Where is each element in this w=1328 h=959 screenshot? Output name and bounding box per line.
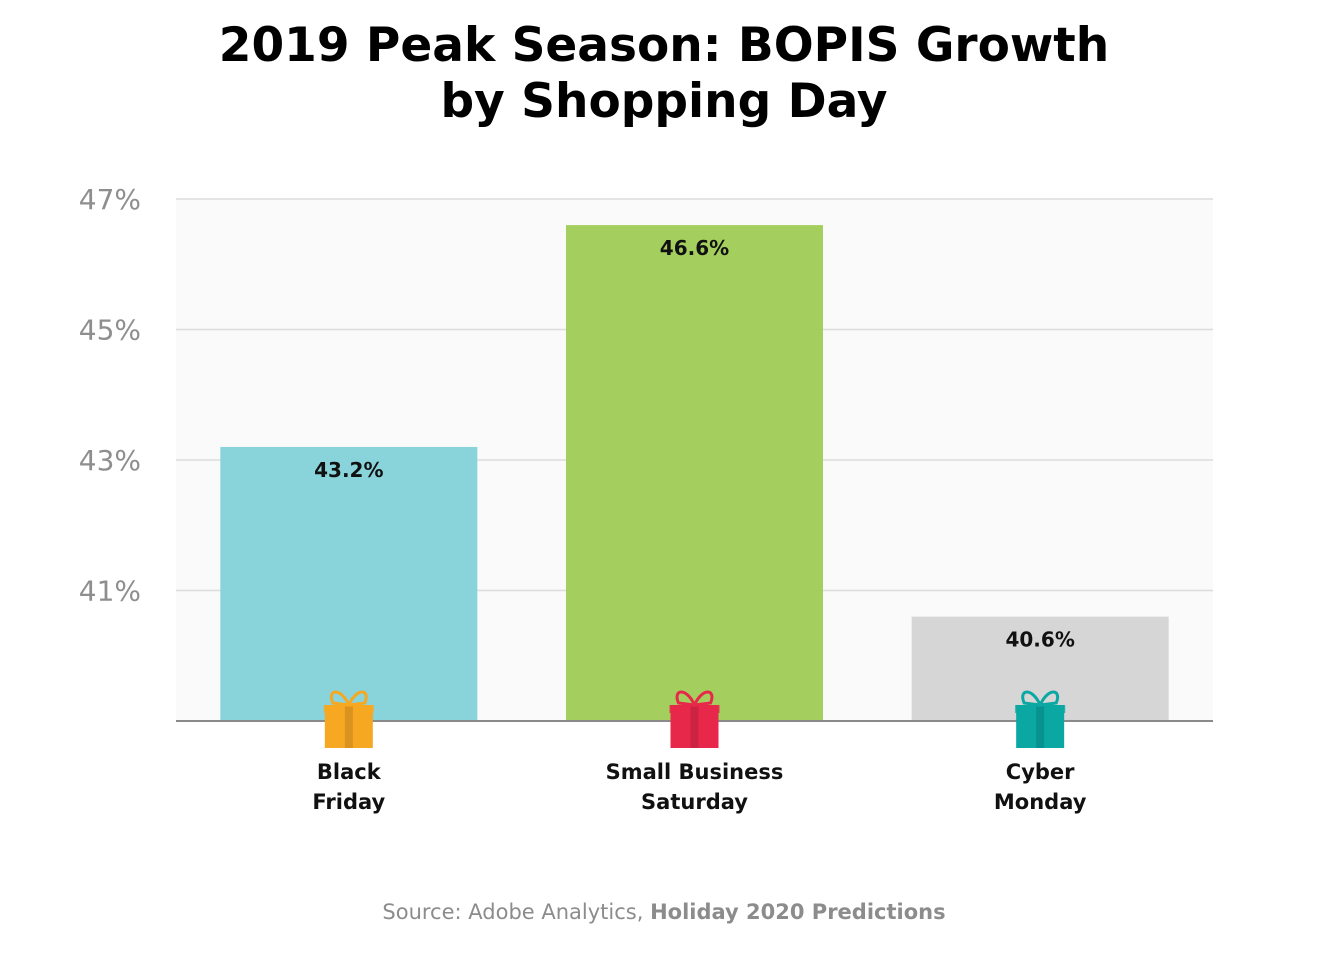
x-tick-label: Cyber bbox=[1006, 760, 1075, 784]
bar-chart: 41% 43% 45% 47% 43.2% 46.6% 40.6% Black Friday… bbox=[79, 183, 1213, 814]
bar bbox=[220, 446, 478, 721]
gift-icons bbox=[323, 690, 1066, 748]
bar bbox=[566, 225, 823, 721]
y-tick-label: 43% bbox=[79, 444, 141, 477]
y-tick-label: 47% bbox=[79, 183, 141, 216]
x-tick-label: Small Business bbox=[606, 760, 784, 784]
gift-icon bbox=[323, 690, 374, 748]
bar-value-label: 43.2% bbox=[314, 458, 383, 482]
x-tick-label: Black bbox=[317, 760, 382, 784]
bars: 43.2% 46.6% 40.6% bbox=[220, 225, 1169, 721]
y-axis-ticks: 41% 43% 45% 47% bbox=[79, 183, 141, 608]
chart-title: 2019 Peak Season: BOPIS Growth by Shoppi… bbox=[0, 18, 1328, 130]
y-tick-label: 45% bbox=[79, 314, 141, 347]
x-tick-label: Saturday bbox=[641, 790, 748, 814]
bar-value-label: 46.6% bbox=[660, 236, 729, 260]
bar-value-label: 40.6% bbox=[1005, 628, 1074, 652]
x-tick-label: Monday bbox=[994, 790, 1087, 814]
gift-icon bbox=[1015, 690, 1066, 748]
gift-icon bbox=[669, 690, 720, 748]
chart-title-line-1: 2019 Peak Season: BOPIS Growth bbox=[218, 18, 1110, 73]
chart-title-line-2: by Shopping Day bbox=[440, 74, 888, 129]
source-note: Source: Adobe Analytics, Holiday 2020 Pr… bbox=[0, 900, 1328, 924]
y-tick-label: 41% bbox=[79, 575, 141, 608]
x-axis-labels: Black Friday Small Business Saturday Cyber Mo… bbox=[312, 760, 1086, 814]
source-report-name: Holiday 2020 Predictions bbox=[650, 900, 946, 924]
x-tick-label: Friday bbox=[312, 790, 385, 814]
source-prefix: Source: Adobe Analytics, bbox=[382, 900, 651, 924]
